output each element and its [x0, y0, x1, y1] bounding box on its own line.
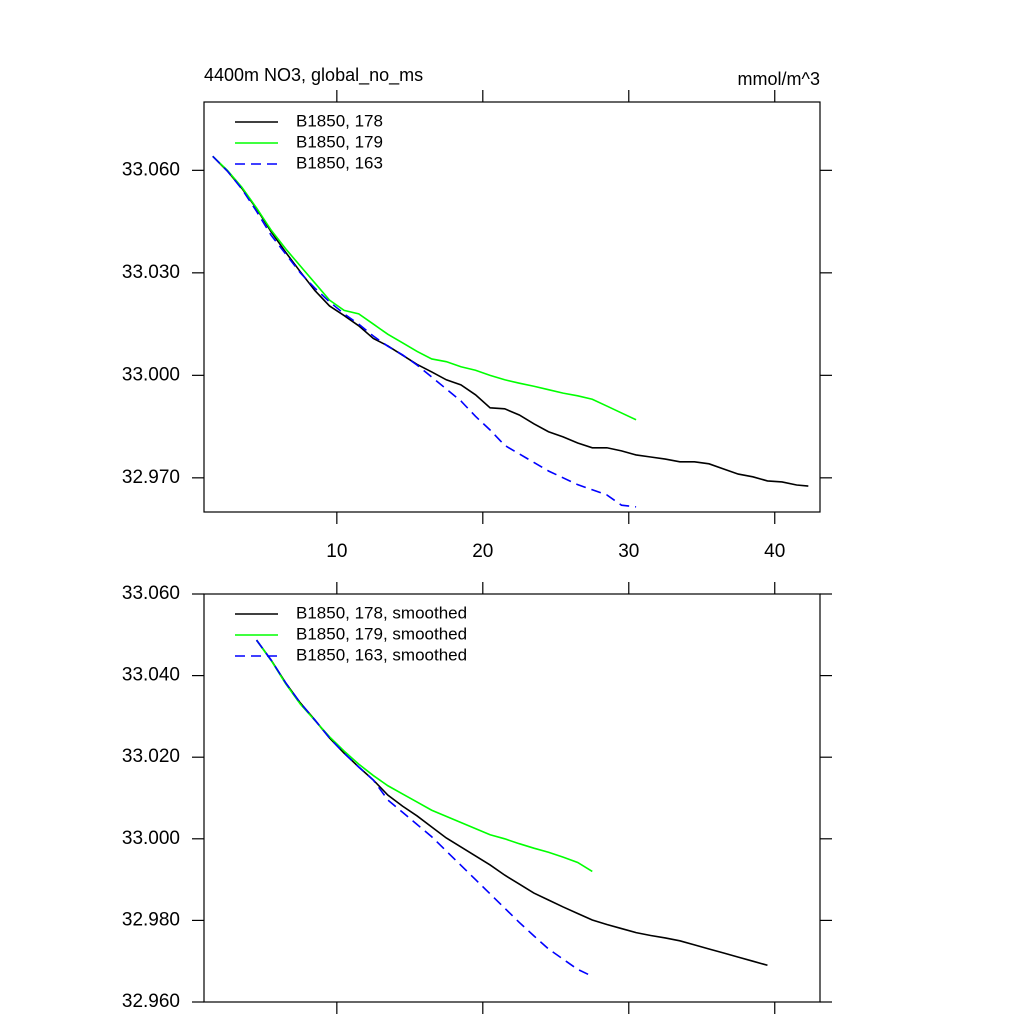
y-tick-label: 33.040: [122, 665, 180, 686]
y-tick-label: 32.970: [122, 467, 180, 488]
y-tick-label: 33.000: [122, 364, 180, 385]
series-line: [212, 155, 637, 421]
x-tick-label: 30: [618, 541, 639, 562]
x-tick-label: 40: [764, 541, 785, 562]
y-tick-label: 33.000: [122, 828, 180, 849]
series-line: [255, 639, 593, 873]
legend-label: B1850, 178, smoothed: [296, 603, 467, 622]
legend-label: B1850, 179: [296, 132, 383, 151]
legend-label: B1850, 178: [296, 111, 383, 130]
y-tick-label: 33.020: [122, 746, 180, 767]
legend-label: B1850, 163: [296, 153, 383, 172]
series-line: [255, 639, 593, 978]
series-line: [212, 155, 637, 508]
y-tick-label: 33.060: [122, 159, 180, 180]
y-tick-label: 33.060: [122, 583, 180, 604]
series-line: [255, 639, 768, 967]
chart-title: 4400m NO3, global_no_ms: [204, 65, 423, 86]
x-tick-label: 20: [472, 541, 493, 562]
series-line: [212, 155, 809, 487]
legend-label: B1850, 179, smoothed: [296, 624, 467, 643]
plot-frame: [203, 593, 821, 1003]
legend-label: B1850, 163, smoothed: [296, 645, 467, 664]
y-tick-label: 32.980: [122, 909, 180, 930]
units-label: mmol/m^3: [738, 69, 820, 89]
y-tick-label: 33.030: [122, 262, 180, 283]
plot-frame: [203, 101, 821, 513]
x-tick-label: 10: [326, 541, 347, 562]
y-tick-label: 32.960: [122, 991, 180, 1012]
